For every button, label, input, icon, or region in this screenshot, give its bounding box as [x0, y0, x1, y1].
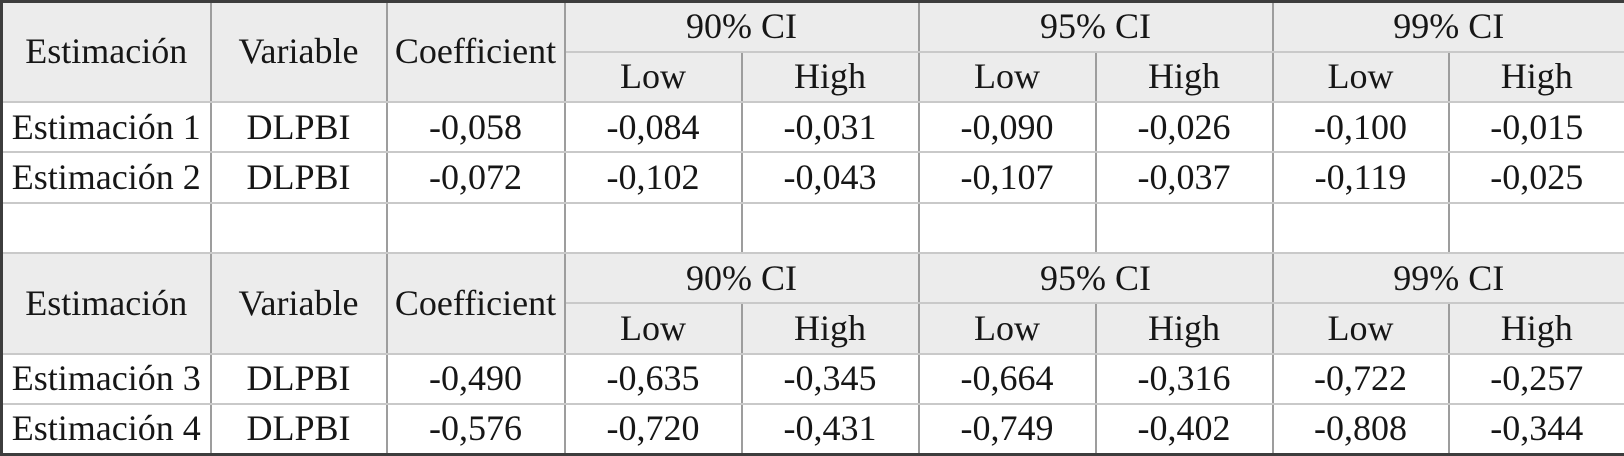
spacer-cell [563, 201, 743, 255]
header-cell-ci-99: 99% CI [1271, 252, 1624, 305]
subheader-low: Low [1271, 302, 1450, 355]
spacer-row [0, 201, 1624, 255]
subheader-high: High [1094, 302, 1274, 355]
spacer-cell [385, 201, 566, 255]
subheader-low: Low [1271, 50, 1450, 104]
cell-ci-value: -0,664 [917, 352, 1097, 406]
spacer-cell [209, 201, 388, 255]
header-cell-ci-99: 99% CI [1271, 0, 1624, 53]
table-row-estimacion-4: Estimación 4 DLPBI -0,576 -0,720 -0,431 … [0, 403, 1624, 456]
cell-variable: DLPBI [209, 403, 388, 456]
cell-ci-value: -0,808 [1271, 403, 1450, 456]
spacer-cell [1447, 201, 1624, 255]
header-cell-ci-90: 90% CI [563, 0, 920, 53]
spacer-cell [1094, 201, 1274, 255]
cell-ci-value: -0,722 [1271, 352, 1450, 406]
cell-estimation: Estimación 2 [0, 151, 212, 204]
spacer-cell [917, 201, 1097, 255]
cell-coefficient: -0,490 [385, 352, 566, 406]
spacer-cell [0, 201, 212, 255]
header-cell-ci-90: 90% CI [563, 252, 920, 305]
cell-ci-value: -0,402 [1094, 403, 1274, 456]
cell-estimation: Estimación 3 [0, 352, 212, 406]
header-cell-variable: Variable [209, 0, 388, 104]
cell-coefficient: -0,072 [385, 151, 566, 204]
cell-ci-value: -0,090 [917, 101, 1097, 154]
subheader-high: High [740, 50, 920, 104]
subheader-low: Low [563, 302, 743, 355]
cell-coefficient: -0,058 [385, 101, 566, 154]
spacer-cell [740, 201, 920, 255]
cell-variable: DLPBI [209, 352, 388, 406]
header-cell-coefficient: Coefficient [385, 252, 566, 355]
cell-ci-value: -0,749 [917, 403, 1097, 456]
cell-estimation: Estimación 4 [0, 403, 212, 456]
cell-ci-value: -0,043 [740, 151, 920, 204]
header-cell-ci-95: 95% CI [917, 0, 1274, 53]
cell-ci-value: -0,102 [563, 151, 743, 204]
cell-ci-value: -0,031 [740, 101, 920, 154]
cell-ci-value: -0,720 [563, 403, 743, 456]
subheader-low: Low [917, 302, 1097, 355]
cell-ci-value: -0,015 [1447, 101, 1624, 154]
header-row-ci-groups-2: Estimación Variable Coefficient 90% CI 9… [0, 252, 1624, 355]
cell-ci-value: -0,431 [740, 403, 920, 456]
cell-ci-value: -0,100 [1271, 101, 1450, 154]
cell-ci-value: -0,344 [1447, 403, 1624, 456]
subheader-high: High [1447, 302, 1624, 355]
header-cell-ci-95: 95% CI [917, 252, 1274, 305]
header-row-low-high-2: Low High Low High Low High [2, 302, 1624, 355]
cell-ci-value: -0,025 [1447, 151, 1624, 204]
cell-variable: DLPBI [209, 101, 388, 154]
cell-ci-value: -0,257 [1447, 352, 1624, 406]
table-row-estimacion-2: Estimación 2 DLPBI -0,072 -0,102 -0,043 … [0, 151, 1624, 204]
cell-coefficient: -0,576 [385, 403, 566, 456]
header-cell-estimacion: Estimación [0, 0, 212, 104]
cell-estimation: Estimación 1 [0, 101, 212, 154]
subheader-high: High [1094, 50, 1274, 104]
header-cell-coefficient: Coefficient [385, 0, 566, 104]
subheader-high: High [740, 302, 920, 355]
cell-ci-value: -0,026 [1094, 101, 1274, 154]
cell-ci-value: -0,316 [1094, 352, 1274, 406]
cell-ci-value: -0,635 [563, 352, 743, 406]
header-cell-estimacion: Estimación [0, 252, 212, 355]
cell-ci-value: -0,107 [917, 151, 1097, 204]
cell-ci-value: -0,037 [1094, 151, 1274, 204]
cell-variable: DLPBI [209, 151, 388, 204]
spacer-cell [1271, 201, 1450, 255]
header-row-ci-groups-1: Estimación Variable Coefficient 90% CI 9… [0, 0, 1624, 104]
table-row-estimacion-1: Estimación 1 DLPBI -0,058 -0,084 -0,031 … [0, 101, 1624, 154]
subheader-high: High [1447, 50, 1624, 104]
header-cell-variable: Variable [209, 252, 388, 355]
subheader-low: Low [917, 50, 1097, 104]
cell-ci-value: -0,084 [563, 101, 743, 154]
cell-ci-value: -0,119 [1271, 151, 1450, 204]
subheader-low: Low [563, 50, 743, 104]
cell-ci-value: -0,345 [740, 352, 920, 406]
header-row-low-high-1: Low High Low High Low High [2, 50, 1624, 104]
table-row-estimacion-3: Estimación 3 DLPBI -0,490 -0,635 -0,345 … [0, 352, 1624, 406]
